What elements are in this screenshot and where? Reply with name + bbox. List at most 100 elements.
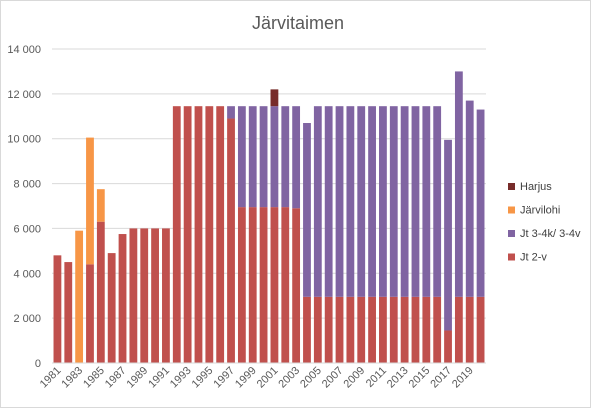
bar-segment-1990-0 (151, 228, 159, 363)
bar-segment-2006-0 (324, 296, 333, 363)
bar-segment-2005-0 (313, 296, 322, 363)
bar-segment-1999-1 (248, 106, 257, 208)
y-tick-label: 6 000 (13, 223, 41, 235)
bar-segment-2015-0 (422, 296, 431, 363)
legend-label: Järvilohi (520, 205, 560, 217)
bar-segment-2004-0 (303, 296, 311, 363)
bar-segment-2002-0 (281, 207, 290, 363)
bar-segment-2017-1 (444, 139, 452, 331)
bar-segment-2010-0 (368, 296, 376, 363)
legend-label: Jt 3-4k/ 3-4v (520, 228, 581, 240)
x-tick-label: 2019 (450, 365, 476, 391)
bar-segment-2014-1 (411, 106, 420, 297)
legend-swatch (508, 230, 515, 237)
bar-segment-1981-0 (53, 255, 62, 363)
legend-item: Jt 2-v (508, 252, 547, 264)
bar-segment-1982-0 (64, 262, 73, 363)
bar-segment-1985-2 (96, 189, 105, 222)
x-tick-label: 2007 (320, 365, 346, 391)
x-tick-label: 1995 (190, 365, 216, 391)
bar-segment-2003-0 (292, 208, 301, 363)
bar-segment-2000-1 (259, 106, 268, 208)
bar-segment-2019-0 (465, 296, 474, 363)
bar-segment-2016-1 (433, 106, 442, 297)
bar-segment-2011-1 (379, 106, 387, 297)
x-tick-label: 1993 (168, 365, 194, 391)
bar-segment-1987-0 (118, 234, 127, 363)
bar-segment-1989-0 (140, 228, 149, 363)
y-tick-label: 10 000 (7, 134, 41, 146)
bar-segment-1985-0 (96, 221, 105, 363)
bar-segment-1988-0 (129, 228, 138, 363)
bar-segment-1998-0 (237, 207, 246, 363)
y-tick-label: 2 000 (13, 313, 41, 325)
x-tick-label: 1999 (233, 365, 259, 391)
bar-segment-2001-1 (270, 106, 279, 208)
bar-segment-2007-1 (335, 106, 344, 297)
y-tick-label: 12 000 (7, 89, 41, 101)
x-tick-label: 2013 (385, 365, 411, 391)
bar-segment-1984-0 (86, 264, 94, 363)
bar-segment-1996-0 (216, 106, 225, 363)
legend-label: Jt 2-v (520, 252, 547, 264)
x-axis-labels: 1981198319851987198919911993199519971999… (38, 365, 476, 391)
legend-swatch (508, 253, 515, 261)
legend-label: Harjus (520, 181, 552, 193)
bar-segment-2008-0 (346, 296, 355, 363)
bar-segment-1983-2 (75, 230, 84, 363)
x-tick-label: 2011 (364, 365, 389, 390)
x-tick-label: 1983 (59, 365, 85, 391)
bar-segment-1994-0 (194, 106, 203, 363)
legend-item: Harjus (508, 181, 552, 193)
bar-segment-2011-0 (379, 296, 387, 363)
bar-segment-2004-1 (303, 123, 311, 297)
bar-segment-1998-1 (237, 106, 246, 208)
bar-segment-2008-1 (346, 106, 355, 297)
bar-segment-2019-1 (465, 100, 474, 297)
x-tick-label: 1981 (38, 365, 64, 391)
x-tick-label: 1987 (103, 365, 129, 391)
bar-segment-2002-1 (281, 106, 290, 208)
y-tick-label: 0 (35, 358, 41, 370)
legend: Harjus Järvilohi Jt 3-4k/ 3-4v Jt 2-v (508, 181, 581, 264)
bar-segment-2012-0 (389, 296, 398, 363)
legend-item: Järvilohi (508, 205, 560, 217)
x-tick-label: 2005 (298, 365, 324, 391)
legend-item: Jt 3-4k/ 3-4v (508, 228, 581, 240)
bar-segment-1997-1 (227, 106, 235, 119)
y-tick-label: 8 000 (13, 179, 41, 191)
bar-segment-1995-0 (205, 106, 214, 363)
bar-segment-2014-0 (411, 296, 420, 363)
bar-segment-2015-1 (422, 106, 431, 297)
legend-swatch (508, 206, 515, 214)
chart-title: Järvitaimen (252, 13, 344, 33)
bar-segment-1999-0 (248, 207, 257, 363)
x-tick-label: 1997 (211, 365, 237, 391)
bar-segment-2012-1 (389, 106, 398, 297)
bar-segment-2001-0 (270, 207, 279, 363)
x-tick-label: 2009 (342, 365, 368, 391)
x-tick-label: 2017 (428, 365, 454, 391)
y-tick-label: 4 000 (13, 268, 41, 280)
bar-segment-2013-1 (400, 106, 409, 297)
x-tick-label: 2015 (407, 365, 433, 391)
x-tick-label: 1991 (146, 365, 172, 391)
bar-segment-1991-0 (162, 228, 170, 363)
bar-segment-2013-0 (400, 296, 409, 363)
bar-segment-2018-0 (454, 296, 463, 363)
bar-segment-2016-0 (433, 296, 442, 363)
x-tick-label: 1985 (81, 365, 107, 391)
bar-segment-2006-1 (324, 106, 333, 297)
bars (53, 71, 485, 363)
bar-segment-2007-0 (335, 296, 344, 363)
bar-segment-2020-1 (476, 109, 485, 297)
bar-segment-1997-0 (227, 118, 235, 363)
bar-segment-2009-1 (357, 106, 366, 297)
y-tick-label: 14 000 (7, 44, 41, 56)
bar-segment-2020-0 (476, 296, 485, 363)
gridlines (52, 48, 486, 319)
x-tick-label: 2003 (276, 365, 302, 391)
bar-segment-2001-3 (270, 89, 279, 107)
bar-segment-2000-0 (259, 207, 268, 363)
